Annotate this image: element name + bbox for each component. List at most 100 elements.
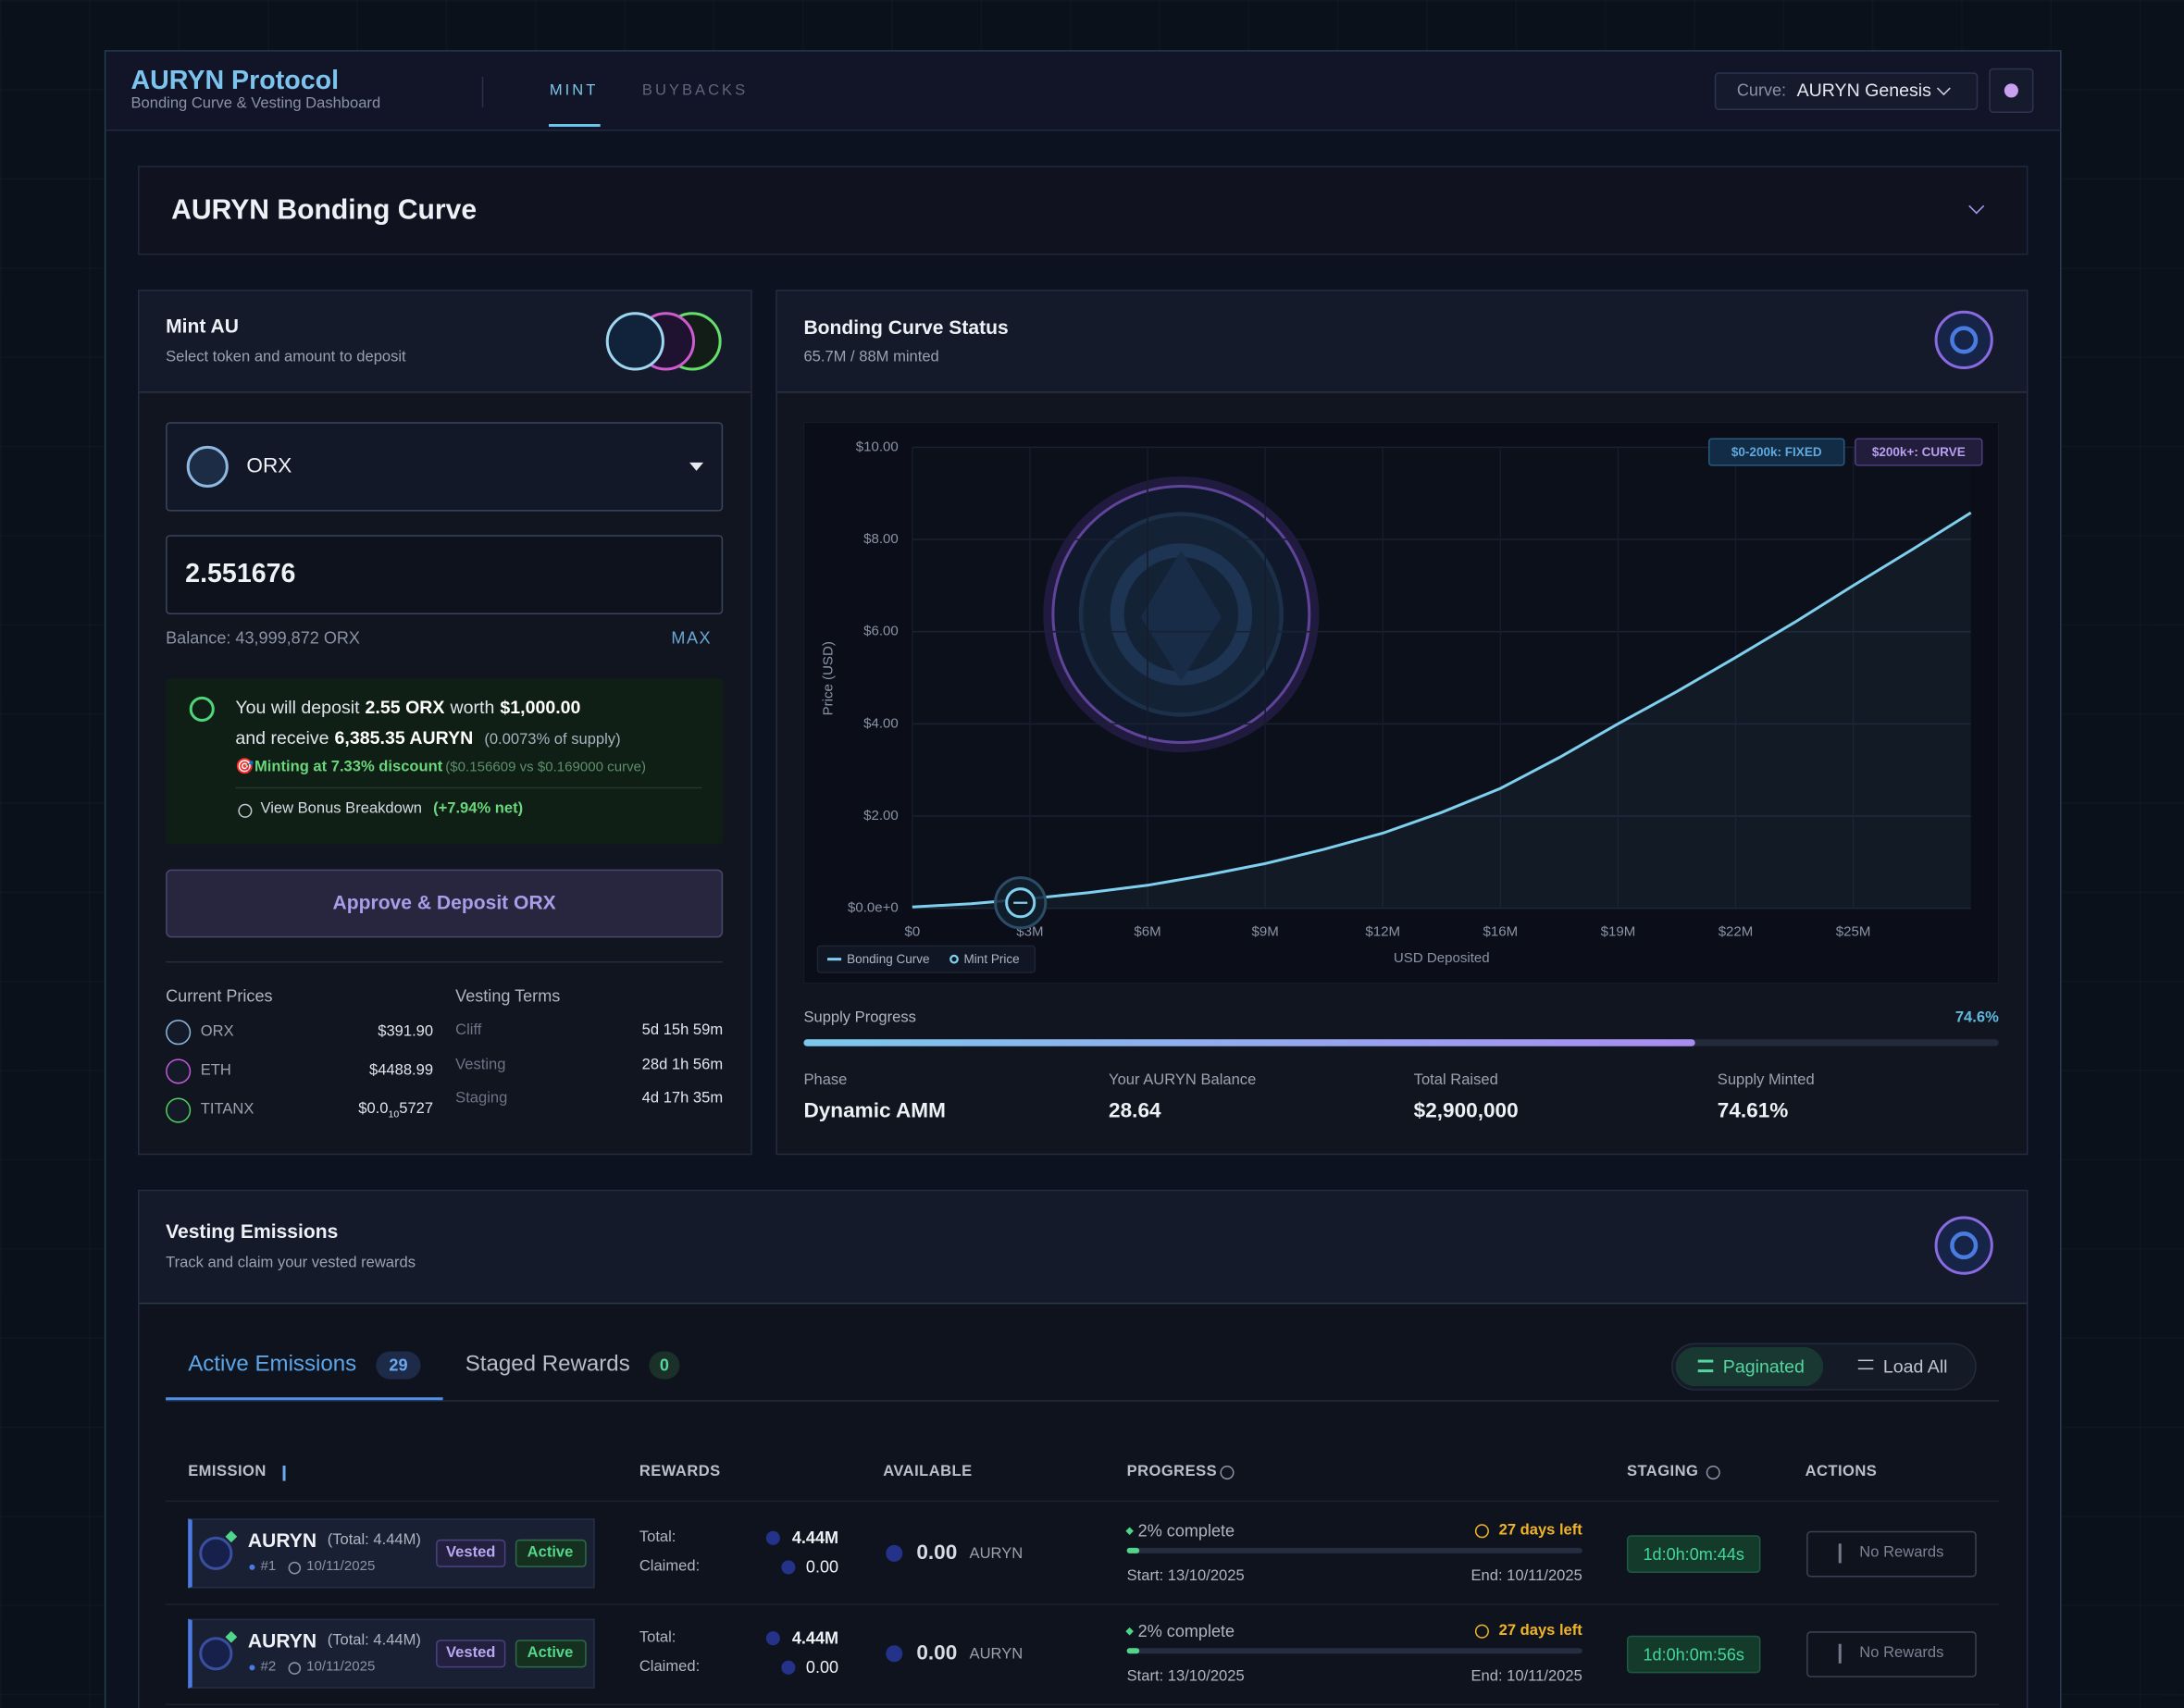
filter-icon bbox=[1857, 1359, 1874, 1370]
vesting-title: Vesting Terms bbox=[455, 985, 561, 1006]
x-tick-label: $19M bbox=[1601, 923, 1636, 939]
clock-icon bbox=[287, 1661, 301, 1675]
amount-input[interactable] bbox=[166, 535, 724, 615]
progress-start: Start: 13/10/2025 bbox=[1126, 1567, 1245, 1585]
supply-value: 74.6% bbox=[1954, 1009, 1999, 1026]
progress-fill bbox=[1126, 1547, 1139, 1553]
emission-id: #2 bbox=[260, 1659, 277, 1675]
max-button[interactable]: MAX bbox=[671, 628, 713, 649]
column-header: ACTIONS bbox=[1805, 1463, 1878, 1480]
deposit-button-label: Approve & Deposit ORX bbox=[332, 891, 556, 914]
text-part: $1,000.00 bbox=[500, 697, 581, 718]
emission-total: (Total: 4.44M) bbox=[327, 1531, 421, 1549]
reward-icon bbox=[765, 1530, 780, 1545]
deposit-button[interactable] bbox=[166, 869, 724, 938]
nav-tab[interactable]: MINT bbox=[549, 81, 599, 99]
paginated-label: Paginated bbox=[1722, 1355, 1805, 1377]
logo-glow bbox=[1043, 476, 1320, 753]
token-icon bbox=[186, 445, 229, 488]
available-unit: AURYN bbox=[969, 1545, 1024, 1563]
panel-title: Bonding Curve Status bbox=[803, 316, 1009, 339]
token-select[interactable] bbox=[166, 422, 724, 512]
count-badge-label: 0 bbox=[659, 1355, 669, 1375]
action-button[interactable] bbox=[1806, 1631, 1977, 1677]
price-token-icon bbox=[166, 1097, 192, 1123]
column-header: STAGING bbox=[1626, 1463, 1699, 1480]
price-value: $391.90 bbox=[378, 1022, 434, 1040]
progress-track bbox=[1126, 1648, 1582, 1654]
reward-icon bbox=[781, 1660, 796, 1675]
count-badge-label: 29 bbox=[389, 1355, 408, 1375]
action-button[interactable] bbox=[1806, 1530, 1977, 1578]
stat-value: 74.61% bbox=[1717, 1099, 1789, 1123]
progress-end: End: 10/11/2025 bbox=[1470, 1567, 1582, 1585]
progress-label: 2% complete bbox=[1137, 1520, 1235, 1541]
y-tick-label: $4.00 bbox=[863, 715, 899, 731]
column-header: AVAILABLE bbox=[883, 1463, 973, 1480]
legend-swatch bbox=[949, 954, 959, 964]
y-tick-label: $10.00 bbox=[856, 439, 899, 454]
staging-box bbox=[1626, 1535, 1761, 1573]
claimed-value: 0.00 bbox=[805, 1557, 839, 1578]
stat-value: Dynamic AMM bbox=[803, 1099, 946, 1123]
days-left: 27 days left bbox=[1498, 1622, 1582, 1640]
text-part: 6,385.35 AURYN bbox=[334, 726, 474, 749]
reward-icon bbox=[765, 1631, 780, 1646]
claimed-label: Claimed: bbox=[639, 1557, 701, 1576]
emission-tab[interactable]: Active Emissions bbox=[188, 1353, 357, 1377]
token-icon bbox=[605, 312, 664, 371]
app-title: AURYN Protocol bbox=[130, 66, 340, 96]
price-token: ETH bbox=[200, 1061, 231, 1080]
summary-box bbox=[166, 678, 724, 845]
claimed-value: 0.00 bbox=[805, 1657, 839, 1677]
reward-icon bbox=[781, 1560, 796, 1575]
y-axis-label: Price (USD) bbox=[821, 641, 837, 715]
dollar-icon bbox=[1838, 1643, 1841, 1664]
supply-label: Supply Progress bbox=[803, 1009, 916, 1026]
emission-tab[interactable]: Staged Rewards bbox=[465, 1353, 630, 1377]
x-tick-label: $12M bbox=[1365, 923, 1400, 939]
days-left: 27 days left bbox=[1498, 1521, 1582, 1539]
id-dot bbox=[249, 1564, 255, 1570]
app-subtitle: Bonding Curve & Vesting Dashboard bbox=[130, 94, 381, 113]
legend-label: Mint Price bbox=[964, 952, 1020, 966]
price-token-icon bbox=[166, 1020, 192, 1046]
panel-title: Mint AU bbox=[166, 314, 239, 337]
curve-selector[interactable] bbox=[1714, 72, 1979, 110]
curve-label: Curve: bbox=[1736, 80, 1787, 101]
panel-title: Vesting Emissions bbox=[166, 1219, 339, 1243]
legend-box bbox=[816, 945, 1036, 973]
header-divider bbox=[481, 76, 484, 107]
vesting-label: Cliff bbox=[455, 1021, 482, 1039]
info-icon bbox=[1220, 1466, 1235, 1480]
rewards-label: Total: bbox=[639, 1529, 676, 1546]
legend-label: Bonding Curve bbox=[847, 952, 929, 966]
nav-tab[interactable]: BUYBACKS bbox=[641, 81, 749, 99]
chart-logo bbox=[1043, 476, 1320, 753]
price-part: $0.0 bbox=[358, 1100, 389, 1118]
progress-label: 2% complete bbox=[1137, 1621, 1235, 1641]
range-badge bbox=[1855, 438, 1983, 466]
x-axis-label: USD Deposited bbox=[1394, 950, 1490, 966]
x-tick-label: $25M bbox=[1836, 923, 1871, 939]
price-value: $0.0105727 bbox=[358, 1100, 433, 1120]
section-header[interactable] bbox=[138, 166, 2029, 255]
available-icon bbox=[886, 1645, 903, 1663]
clock-icon bbox=[1474, 1624, 1489, 1639]
chart-panel-header bbox=[776, 291, 2027, 393]
column-header: REWARDS bbox=[639, 1463, 721, 1480]
dropdown-arrow bbox=[689, 462, 704, 471]
paginated-button[interactable] bbox=[1675, 1347, 1824, 1387]
vested-badge bbox=[436, 1640, 506, 1668]
emission-token: AURYN bbox=[247, 1629, 317, 1652]
sort-icon bbox=[282, 1466, 285, 1481]
count-badge bbox=[649, 1351, 680, 1380]
active-badge bbox=[515, 1640, 587, 1668]
dollar-icon bbox=[1838, 1543, 1841, 1564]
staging-time: 1d:0h:0m:56s bbox=[1643, 1644, 1744, 1665]
row-divider bbox=[166, 1703, 1999, 1705]
text-part: ($0.156609 vs $0.169000 curve) bbox=[445, 760, 647, 775]
x-tick-label: $9M bbox=[1251, 923, 1278, 939]
price-token: TITANX bbox=[200, 1101, 254, 1119]
